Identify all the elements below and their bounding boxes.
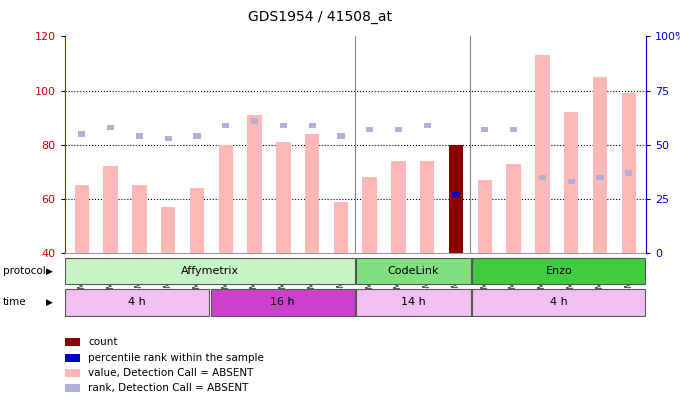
Bar [625,170,632,176]
Bar [65,258,355,284]
Bar [309,123,316,128]
Bar [305,134,320,253]
Bar [218,145,233,253]
Bar [103,166,118,253]
Bar [564,112,579,253]
Bar [193,133,201,139]
Bar [276,142,290,253]
Text: Enzo: Enzo [545,266,572,276]
Bar [132,185,147,253]
Bar [395,127,402,132]
Bar [362,177,377,253]
Text: value, Detection Call = ABSENT: value, Detection Call = ABSENT [88,368,254,378]
Text: ▶: ▶ [46,298,53,307]
Bar [366,127,373,132]
Bar [337,133,345,139]
Bar [356,289,471,315]
Bar [424,123,431,128]
Bar [65,289,209,315]
Bar [356,258,471,284]
Bar [596,175,604,180]
Bar [190,188,204,253]
Bar [75,185,89,253]
Bar [222,123,229,128]
Bar [107,125,114,130]
Bar [593,77,607,253]
Bar [472,258,645,284]
Bar [452,192,460,197]
Bar [568,179,575,184]
Bar [449,145,463,253]
Bar [535,55,549,253]
Bar [539,175,546,180]
Text: rank, Detection Call = ABSENT: rank, Detection Call = ABSENT [88,384,249,393]
Bar [211,289,355,315]
Bar [472,289,645,315]
Bar [165,136,172,141]
Bar [251,118,258,124]
Text: count: count [88,337,118,347]
Text: 4 h: 4 h [129,297,146,307]
Text: 16 h: 16 h [271,297,295,307]
Bar [622,93,636,253]
Text: time: time [3,297,27,307]
Bar [481,127,488,132]
Bar [78,131,86,136]
Text: ▶: ▶ [46,266,53,275]
Text: protocol: protocol [3,266,46,276]
Bar [334,202,348,253]
Text: Affymetrix: Affymetrix [181,266,239,276]
Bar [510,127,517,132]
Text: percentile rank within the sample: percentile rank within the sample [88,353,265,362]
Text: GDS1954 / 41508_at: GDS1954 / 41508_at [248,10,392,24]
Bar [279,123,287,128]
Text: 14 h: 14 h [401,297,426,307]
Bar [248,115,262,253]
Text: CodeLink: CodeLink [388,266,439,276]
Bar [136,133,143,139]
Bar [161,207,175,253]
Bar [507,164,521,253]
Text: 4 h: 4 h [550,297,568,307]
Bar [477,180,492,253]
Bar [420,161,435,253]
Bar [391,161,406,253]
